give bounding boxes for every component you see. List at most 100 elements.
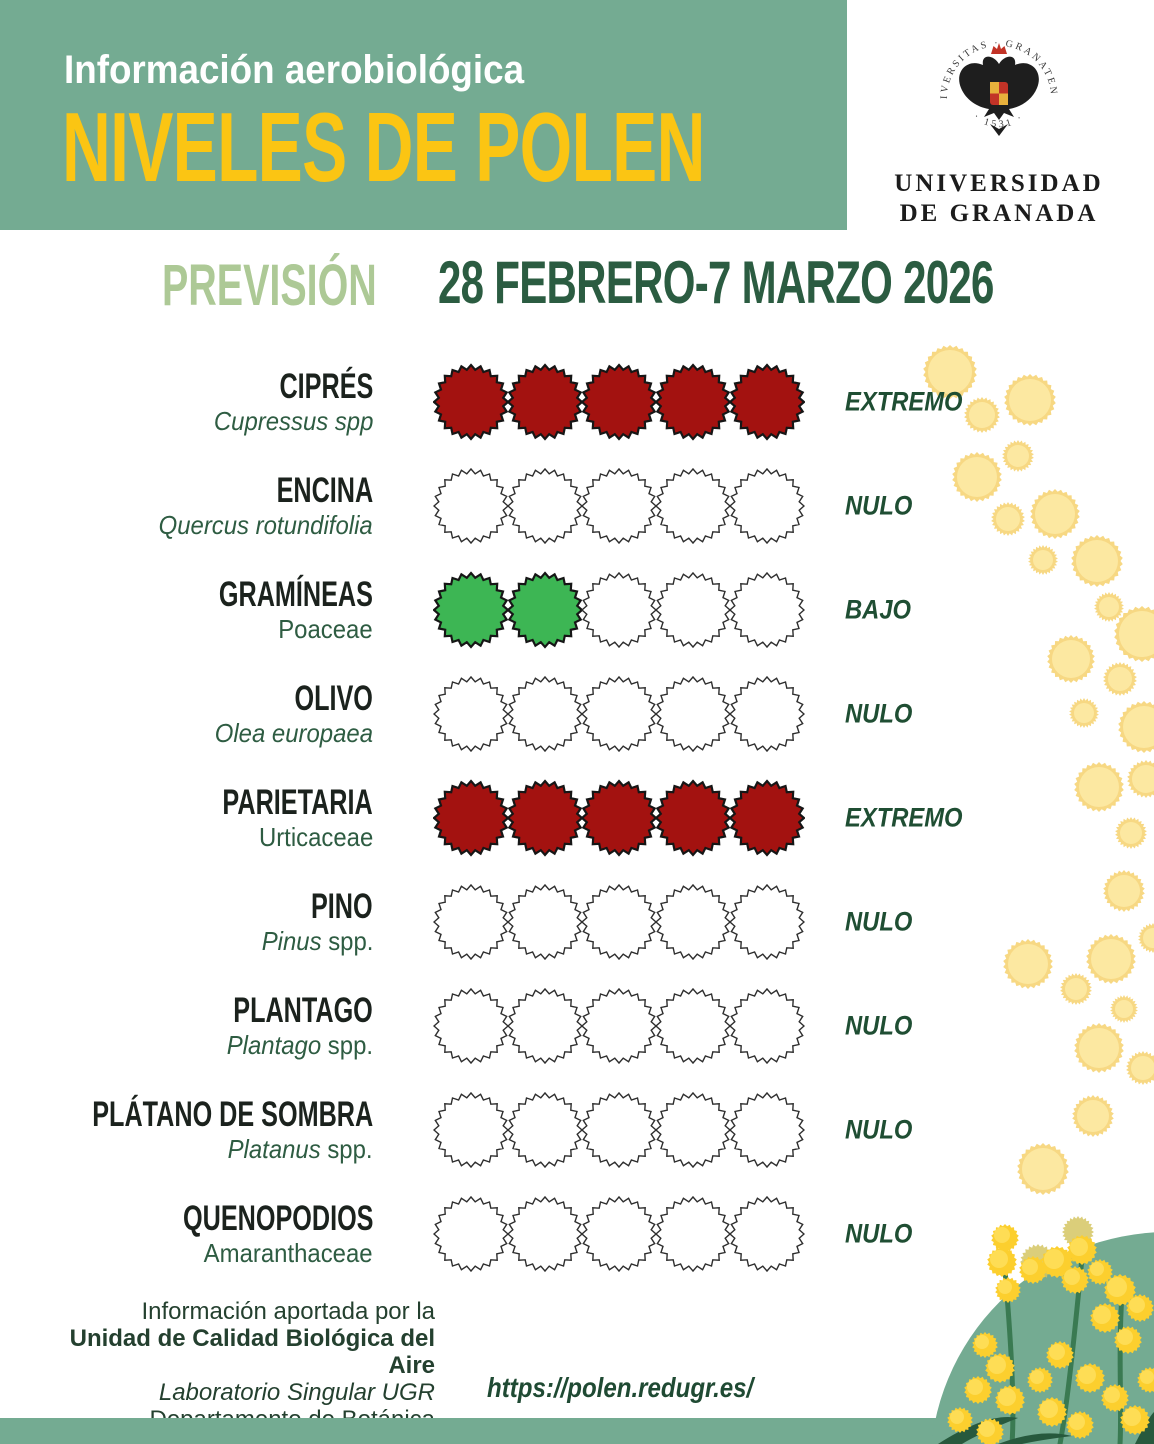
pollen-dot-filled bbox=[728, 363, 805, 441]
pollen-dot-empty bbox=[654, 987, 732, 1065]
pollen-dot-empty bbox=[654, 675, 732, 753]
taxon-label: CIPRÉS Cupressus spp bbox=[0, 350, 373, 454]
pollen-dot-empty bbox=[728, 467, 805, 545]
pollen-dot-empty bbox=[506, 883, 584, 961]
pollen-dot-filled bbox=[654, 363, 732, 441]
taxon-species: Amaranthaceae bbox=[204, 1238, 373, 1268]
taxon-label: QUENOPODIOS Amaranthaceae bbox=[0, 1182, 373, 1286]
pollen-dot-empty bbox=[433, 1195, 510, 1273]
pollen-row: PLANTAGO Plantago spp. NULO bbox=[0, 974, 1154, 1078]
pollen-dot-empty bbox=[728, 1195, 805, 1273]
taxon-name: ENCINA bbox=[276, 471, 373, 510]
taxon-label: GRAMÍNEAS Poaceae bbox=[0, 558, 373, 662]
pollen-level-label: EXTREMO bbox=[845, 802, 963, 833]
pollen-dot-filled bbox=[433, 363, 510, 441]
pollen-level-dots bbox=[433, 675, 805, 753]
taxon-species-segment: Urticaceae bbox=[258, 822, 373, 852]
pollen-dot-empty bbox=[728, 571, 805, 649]
pollen-dot-empty bbox=[728, 675, 805, 753]
taxon-species: Plantago spp. bbox=[227, 1030, 373, 1060]
url-link[interactable]: https://polen.redugr.es/ bbox=[487, 1372, 754, 1403]
pollen-level-dots bbox=[433, 467, 805, 545]
pollen-dot-filled bbox=[506, 571, 584, 649]
pollen-dot-empty bbox=[728, 883, 805, 961]
taxon-species-segment: Cupressus spp bbox=[213, 406, 373, 436]
taxon-species-segment: spp. bbox=[321, 926, 373, 956]
pollen-row: PINO Pinus spp. NULO bbox=[0, 870, 1154, 974]
pollen-dot-empty bbox=[728, 1091, 805, 1169]
pollen-dot-empty bbox=[580, 987, 658, 1065]
taxon-species-segment: Olea europaea bbox=[214, 718, 373, 748]
taxon-species-segment: Amaranthaceae bbox=[204, 1238, 373, 1268]
pollen-level-dots bbox=[433, 363, 805, 441]
pollen-dot-empty bbox=[433, 1091, 510, 1169]
pollen-level-dots bbox=[433, 571, 805, 649]
taxon-label: PLÁTANO DE SOMBRA Platanus spp. bbox=[0, 1078, 373, 1182]
pollen-level-label: NULO bbox=[845, 1114, 913, 1145]
university-logo: UNIVERSITAS · GRANATENSIS · 1531 · UNIVE… bbox=[858, 18, 1140, 228]
forecast-label: PREVISIÓN bbox=[162, 253, 377, 318]
taxon-name: PLÁTANO DE SOMBRA bbox=[92, 1095, 373, 1134]
pollen-dot-empty bbox=[654, 571, 732, 649]
header-subtitle: Información aerobiológica bbox=[64, 48, 525, 92]
pollen-row: CIPRÉS Cupressus spp EXTREMO bbox=[0, 350, 1154, 454]
taxon-species: Platanus spp. bbox=[228, 1134, 373, 1164]
taxon-label: OLIVO Olea europaea bbox=[0, 662, 373, 766]
pollen-dot-empty bbox=[580, 1195, 658, 1273]
taxon-species-segment: Poaceae bbox=[278, 614, 373, 644]
university-name-line2: DE GRANADA bbox=[899, 200, 1099, 227]
taxon-label: PLANTAGO Plantago spp. bbox=[0, 974, 373, 1078]
pollen-dot-empty bbox=[580, 883, 658, 961]
pollen-dot-empty bbox=[654, 883, 732, 961]
pollen-level-dots bbox=[433, 883, 805, 961]
taxon-species: Pinus spp. bbox=[261, 926, 373, 956]
pollen-row: GRAMÍNEAS Poaceae BAJO bbox=[0, 558, 1154, 662]
page-title: NIVELES DE POLEN bbox=[62, 92, 705, 202]
taxon-species: Urticaceae bbox=[259, 822, 373, 852]
pollen-dot-filled bbox=[728, 779, 805, 857]
pollen-dot-empty bbox=[654, 1195, 732, 1273]
taxon-species: Poaceae bbox=[279, 614, 373, 644]
taxon-name: PARIETARIA bbox=[222, 783, 373, 822]
taxon-label: PINO Pinus spp. bbox=[0, 870, 373, 974]
taxon-species-segment: Platanus bbox=[228, 1134, 322, 1164]
pollen-dot-empty bbox=[580, 571, 658, 649]
pollen-dot-empty bbox=[654, 1091, 732, 1169]
pollen-dot-empty bbox=[433, 987, 510, 1065]
pollen-level-label: BAJO bbox=[845, 594, 912, 625]
taxon-species-segment: spp. bbox=[321, 1030, 373, 1060]
pollen-dot-empty bbox=[506, 467, 584, 545]
taxon-species-segment: Plantago bbox=[226, 1030, 322, 1060]
double-headed-eagle-icon bbox=[959, 43, 1039, 136]
pollen-dot-empty bbox=[433, 883, 510, 961]
pollen-dot-empty bbox=[506, 987, 584, 1065]
taxon-species: Olea europaea bbox=[215, 718, 373, 748]
pollen-row: PARIETARIA Urticaceae EXTREMO bbox=[0, 766, 1154, 870]
taxon-species-segment: spp. bbox=[321, 1134, 373, 1164]
pollen-level-label: NULO bbox=[845, 490, 913, 521]
pollen-level-dots bbox=[433, 1195, 805, 1273]
pollen-level-label: NULO bbox=[845, 1010, 913, 1041]
pollen-dot-empty bbox=[580, 675, 658, 753]
pollen-dot-filled bbox=[433, 571, 510, 649]
pollen-row: PLÁTANO DE SOMBRA Platanus spp. NULO bbox=[0, 1078, 1154, 1182]
pollen-dot-empty bbox=[506, 1091, 584, 1169]
pollen-row: QUENOPODIOS Amaranthaceae NULO bbox=[0, 1182, 1154, 1286]
taxon-name: GRAMÍNEAS bbox=[218, 575, 373, 614]
pollen-level-dots bbox=[433, 1091, 805, 1169]
pollen-dot-filled bbox=[654, 779, 732, 857]
taxon-species: Quercus rotundifolia bbox=[159, 510, 373, 540]
pollen-dot-filled bbox=[433, 779, 510, 857]
pollen-level-label: NULO bbox=[845, 1218, 913, 1249]
pollen-dot-empty bbox=[580, 467, 658, 545]
pollen-dot-empty bbox=[433, 467, 510, 545]
pollen-dot-filled bbox=[580, 779, 658, 857]
taxon-species: Cupressus spp bbox=[213, 406, 373, 436]
header-banner: Información aerobiológica NIVELES DE POL… bbox=[0, 0, 847, 230]
taxon-label: ENCINA Quercus rotundifolia bbox=[0, 454, 373, 558]
taxon-name: PLANTAGO bbox=[233, 991, 373, 1030]
forecast-date-range: 28 FEBRERO-7 MARZO 2026 bbox=[438, 249, 994, 316]
pollen-dot-empty bbox=[654, 467, 732, 545]
pollen-row: ENCINA Quercus rotundifolia NULO bbox=[0, 454, 1154, 558]
